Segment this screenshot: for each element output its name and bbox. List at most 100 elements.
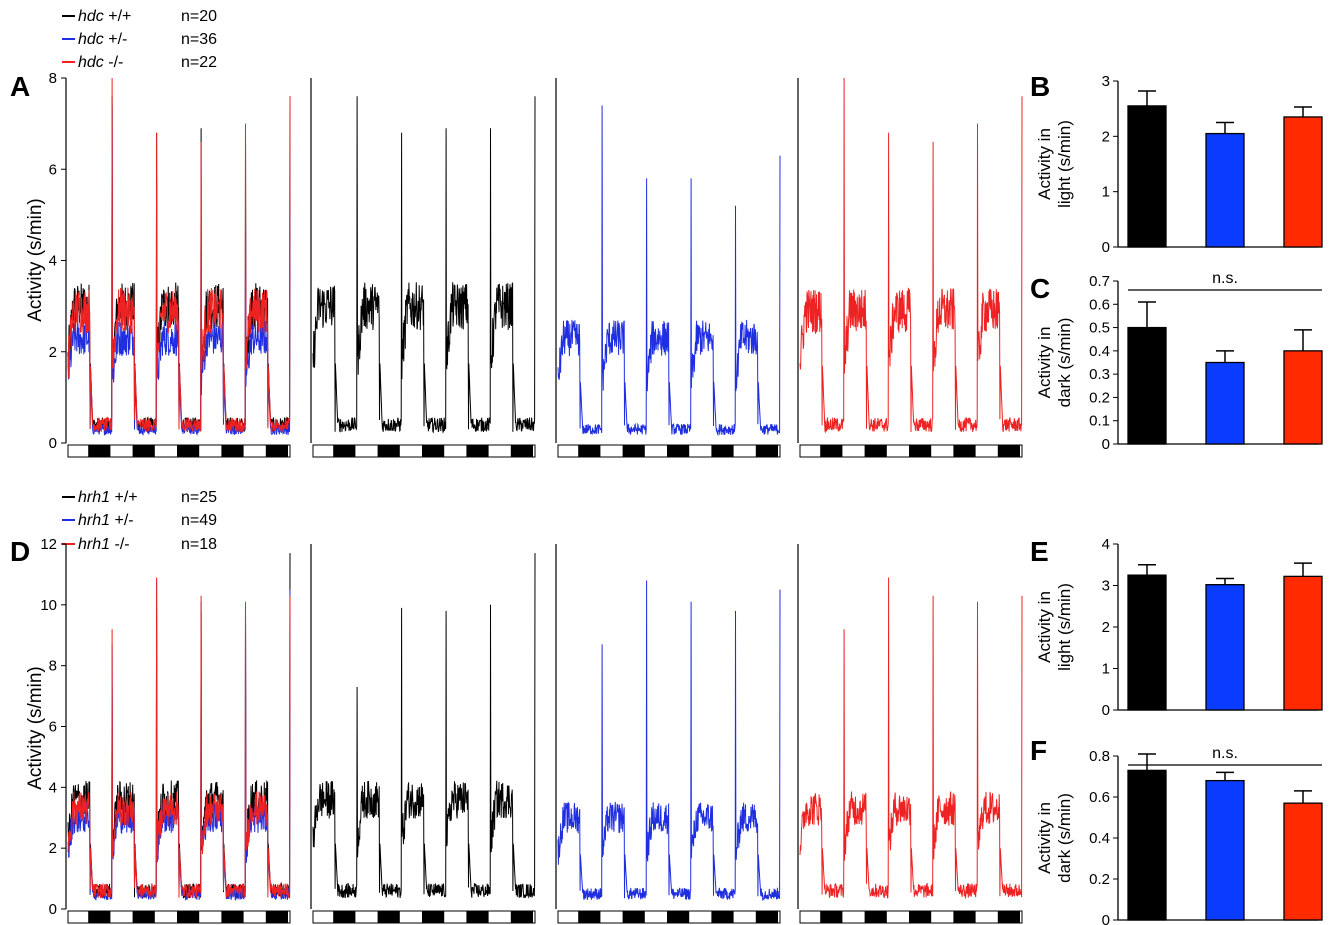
dark-period (909, 911, 932, 923)
dark-period (422, 445, 445, 457)
dark-period (667, 911, 690, 923)
timecourse-D-3 (555, 544, 781, 924)
panel-letter-E: E (1030, 536, 1049, 567)
panel-letter-C: C (1030, 273, 1050, 304)
y-label-line-1: Activity in (1035, 327, 1054, 399)
legend-genotype-hdc-wt: +/+ (108, 8, 131, 25)
y-tick-label: 0 (49, 435, 57, 452)
dark-period (578, 445, 601, 457)
dark-period (622, 911, 645, 923)
legend-genotype-hdc-het: +/- (108, 31, 127, 48)
legend-genotype-hdc-ko: -/- (108, 54, 123, 71)
legend-genotype-hrh1-het: +/- (114, 512, 133, 529)
y-tick-label: 0.4 (1089, 830, 1110, 847)
y-tick-label: 6 (49, 161, 57, 178)
timecourse-A-4 (797, 77, 1023, 458)
legend-hdc: hdc +/+ n=20 hdc +/- n=36 hdc -/- n=22 (62, 8, 217, 71)
dark-period (88, 445, 111, 457)
dark-period (711, 911, 734, 923)
series-line-hdc- (557, 105, 781, 437)
dark-period (377, 911, 400, 923)
bar-hrh1- (1283, 575, 1323, 711)
y-tick-label: 0.6 (1089, 789, 1110, 806)
y-tick-label: 3 (1102, 578, 1110, 595)
timecourse-D-2 (310, 544, 536, 924)
y-tick-label: 0.3 (1089, 366, 1110, 383)
legend-gene-hdc-het: hdc (78, 31, 104, 48)
bar-hdc- (1127, 105, 1167, 248)
y-label-line-2: light (s/min) (1055, 583, 1074, 671)
significance-label: n.s. (1212, 270, 1238, 287)
legend-n-hdc-ko: n=22 (181, 54, 217, 71)
legend-gene-hdc-ko: hdc (78, 54, 104, 71)
y-tick-label: 10 (40, 597, 57, 614)
bar-hdc- (1205, 361, 1245, 445)
dark-period (755, 445, 778, 457)
dark-period (953, 911, 976, 923)
y-tick-label: 0.5 (1089, 320, 1110, 337)
dark-period (864, 445, 887, 457)
dark-period (265, 911, 288, 923)
series-line-hdc- (67, 77, 291, 433)
dark-period (377, 445, 400, 457)
timecourse-A-3 (555, 78, 781, 458)
y-tick-label: 0.4 (1089, 343, 1110, 360)
y-label-line-2: light (s/min) (1055, 120, 1074, 208)
dark-period (466, 911, 489, 923)
legend-genotype-hrh1-ko: -/- (114, 536, 129, 553)
bar-hrh1- (1127, 574, 1167, 711)
timecourse-D-1: 0 2 4 6 8 10 12 (40, 536, 291, 924)
y-tick-label: 0.2 (1089, 389, 1110, 406)
y-tick-label: 6 (49, 719, 57, 736)
bar-hdc- (1283, 116, 1323, 248)
panel-letter-F: F (1030, 735, 1047, 766)
y-tick-label: 0 (1102, 702, 1110, 719)
bar-hdc- (1283, 350, 1323, 445)
y-label-line-1: Activity in (1035, 802, 1054, 874)
legend-n-hdc-wt: n=20 (181, 8, 217, 25)
y-tick-label: 4 (1102, 536, 1110, 553)
dark-period (997, 445, 1020, 457)
y-tick-label: 12 (40, 536, 57, 553)
legend-n-hrh1-wt: n=25 (181, 489, 217, 506)
dark-period (997, 911, 1020, 923)
dark-period (333, 911, 356, 923)
y-tick-label: 8 (49, 70, 57, 87)
series-line-hrh1- (799, 577, 1023, 900)
dark-period (221, 445, 244, 457)
y-tick-label: 0.2 (1089, 871, 1110, 888)
dark-period (755, 911, 778, 923)
significance-label: n.s. (1212, 745, 1238, 762)
y-tick-label: 0.8 (1089, 748, 1110, 765)
svg-text:hrh1 +/+: hrh1 +/+ (78, 489, 138, 506)
series-line-hrh1- (67, 577, 291, 899)
y-tick-label: 0.1 (1089, 413, 1110, 430)
y-tick-label: 1 (1102, 184, 1110, 201)
series-line-hrh1- (557, 580, 781, 902)
bar-chart-E: 0 1 2 3 4 Activity in light (s/min) (1035, 536, 1323, 719)
dark-period (333, 445, 356, 457)
dark-period (820, 911, 843, 923)
y-tick-label: 2 (49, 840, 57, 857)
dark-period (177, 911, 200, 923)
bar-chart-B: 0 1 2 3 Activity in light (s/min) (1035, 73, 1323, 256)
y-tick-label: 8 (49, 658, 57, 675)
y-label-D: Activity (s/min) (25, 666, 46, 790)
svg-text:hdc +/-: hdc +/- (78, 31, 127, 48)
bar-chart-C: 0 0.1 0.2 0.3 0.4 0.5 0.6 0.7 n.s. Activity in dar… (1035, 270, 1323, 453)
dark-period (510, 911, 533, 923)
y-tick-label: 0 (1102, 912, 1110, 925)
y-tick-label: 1 (1102, 661, 1110, 678)
y-tick-label: 2 (1102, 619, 1110, 636)
dark-period (88, 911, 111, 923)
bar-hrh1- (1283, 802, 1323, 921)
timecourse-A-1: 0 2 4 6 8 (49, 70, 291, 458)
timecourse-A-2 (310, 78, 536, 458)
y-label-line-1: Activity in (1035, 591, 1054, 663)
dark-period (578, 911, 601, 923)
y-label-A: Activity (s/min) (25, 198, 46, 322)
y-tick-label: 0 (1102, 239, 1110, 256)
bar-hdc- (1127, 326, 1167, 445)
